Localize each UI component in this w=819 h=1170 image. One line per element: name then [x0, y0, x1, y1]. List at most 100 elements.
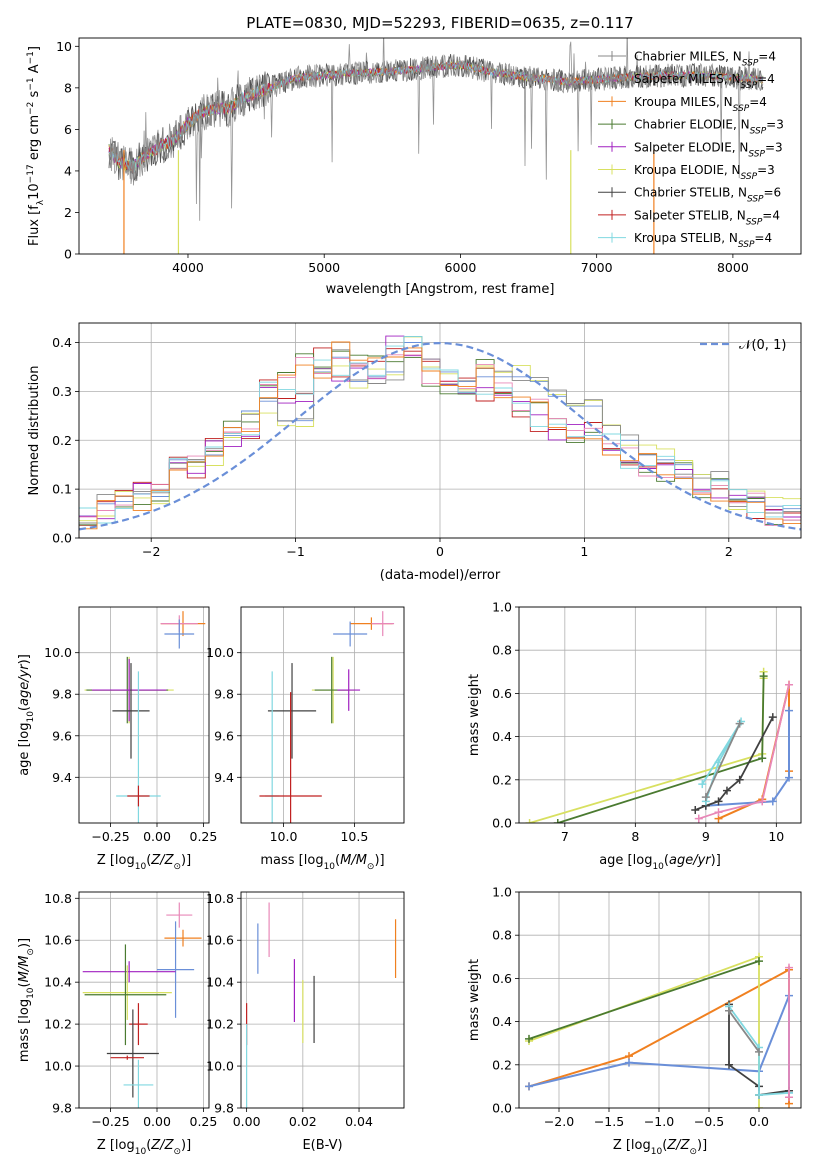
y-tick-label: 0: [64, 247, 72, 262]
y-tick-label: 9.8: [214, 1101, 234, 1116]
marker-plus: [785, 963, 793, 972]
y-tick-label: 0.4: [492, 1014, 512, 1029]
spectrum-ylabel: Flux [fλ10−17 erg cm−2 s−1 A−1]: [26, 46, 46, 246]
marker-plus: [759, 672, 768, 681]
histograms: [79, 335, 801, 538]
y-tick-label: 9.6: [214, 728, 234, 743]
marker-plus: [785, 706, 794, 715]
y-tick-label: 0.8: [492, 643, 512, 658]
z-age-panel: −0.25 0.00 0.25 9.4 9.6 9.8 10.0 Z [log10(Z/Z⊙)…: [17, 606, 218, 872]
y-tick-label: 0.6: [492, 686, 512, 701]
ebv-xlabel: E(B-V): [302, 1138, 342, 1153]
axes-frame: [518, 891, 802, 1109]
legend-entry: Chabrier MILES, NSSP=4: [634, 50, 776, 69]
marker-plus: [698, 780, 707, 789]
x-tick-label: 10: [768, 829, 784, 844]
y-tick-label: 2: [64, 205, 72, 220]
y-tick-label: 0.8: [492, 928, 512, 943]
marker-plus: [758, 797, 767, 806]
marker-plus: [755, 1047, 763, 1056]
marker-plus: [725, 1006, 733, 1015]
spectrum-panel: PLATE=0830, MJD=52293, FIBERID=0635, z=0…: [26, 14, 802, 297]
y-tick-label: 10.4: [44, 975, 72, 990]
y-tick-label: 0.6: [492, 971, 512, 986]
gaussian-legend-label: 𝒩(0, 1): [739, 338, 786, 353]
marker-plus: [525, 1034, 533, 1043]
y-tick-label: 0.1: [52, 482, 72, 497]
spectrum-title: PLATE=0830, MJD=52293, FIBERID=0635, z=0…: [246, 14, 633, 32]
x-tick-label: 10.0: [270, 829, 298, 844]
y-tick-label: 0.2: [492, 1057, 512, 1072]
x-tick-label: 7: [561, 829, 569, 844]
z-weight-panel: −2.0 −1.5 −1.0 −0.5 0.0 0.0 0.2 0.4 0.6 0.8 1.0 Z […: [467, 885, 802, 1157]
y-tick-label: 9.8: [52, 687, 72, 702]
x-tick-label: −0.5: [694, 1114, 724, 1129]
x-tick-label: 0.02: [289, 1114, 317, 1129]
y-tick-label: 10.6: [206, 933, 234, 948]
y-tick-label: 9.6: [52, 728, 72, 743]
ebv-mass-panel-points: [246, 902, 397, 1108]
mass-age-panel-points: [259, 611, 395, 823]
marker-plus: [691, 806, 700, 815]
z-weight-ylabel: mass weight: [467, 959, 482, 1041]
x-tick-label: 0.25: [190, 829, 218, 844]
z-weight-panel-line-2: [528, 955, 760, 1108]
x-tick-label: 0.0: [749, 1114, 769, 1129]
y-tick-label: 0.0: [492, 1101, 512, 1116]
age-weight-panel-lines: [525, 667, 794, 823]
marker-plus: [714, 808, 723, 817]
marker-plus: [714, 797, 723, 806]
x-tick-label: 0.25: [190, 1114, 218, 1129]
legend-entry: Kroupa ELODIE, NSSP=3: [634, 163, 775, 182]
x-tick-label: −1.5: [594, 1114, 624, 1129]
x-tick-label: 6000: [445, 260, 477, 275]
marker-plus: [755, 1104, 763, 1108]
marker-plus: [785, 680, 794, 689]
y-tick-label: 9.4: [52, 770, 72, 785]
z-weight-panel-line-7: [728, 1010, 760, 1053]
x-tick-label: 1: [580, 544, 588, 559]
age-weight-ylabel: mass weight: [467, 674, 482, 756]
x-tick-label: −0.25: [91, 1114, 129, 1129]
y-tick-label: 10.6: [44, 933, 72, 948]
x-tick-label: 8: [631, 829, 639, 844]
marker-plus: [553, 819, 562, 823]
x-tick-label: 0: [436, 544, 444, 559]
y-tick-label: 10.2: [44, 1017, 72, 1032]
x-tick-label: 0.04: [345, 1114, 373, 1129]
x-tick-label: 2: [725, 544, 733, 559]
age-weight-panel-line-7: [704, 723, 741, 798]
marker-plus: [768, 713, 777, 722]
y-tick-label: 9.8: [214, 687, 234, 702]
marker-plus: [768, 797, 777, 806]
y-tick-label: 0.2: [492, 772, 512, 787]
y-tick-label: 10.8: [206, 891, 234, 906]
x-tick-label: 4000: [172, 260, 204, 275]
y-tick-label: 10.0: [206, 645, 234, 660]
x-tick-label: 0.00: [143, 1114, 171, 1129]
x-tick-label: −2: [142, 544, 160, 559]
legend-entry: Salpeter STELIB, NSSP=4: [634, 208, 780, 227]
y-tick-label: 0.0: [492, 816, 512, 831]
x-tick-label: −1.0: [644, 1114, 674, 1129]
mass-age-panel: 10.0 10.5 9.4 9.6 9.8 10.0 mass [log10(M/M⊙)]: [206, 606, 405, 872]
marker-plus: [525, 819, 534, 823]
age-weight-panel-line-2: [698, 684, 790, 820]
marker-plus: [694, 814, 703, 823]
x-tick-label: 0.00: [143, 829, 171, 844]
y-tick-label: 10.2: [206, 1017, 234, 1032]
y-tick-label: 10.0: [206, 1059, 234, 1074]
y-tick-label: 0.2: [52, 433, 72, 448]
z-weight-panel-line-3: [528, 960, 760, 1040]
z-weight-xlabel: Z [log10(Z/Z⊙)]: [613, 1138, 707, 1157]
y-tick-label: 0.4: [52, 335, 72, 350]
axes-frame: [78, 37, 802, 255]
spectrum-line-1: [108, 54, 764, 182]
gaussian-curve: [79, 341, 801, 531]
z-mass-ylabel: mass [log10(M/M⊙)]: [17, 938, 36, 1062]
z-weight-panel-line-5: [728, 1005, 790, 1096]
age-weight-panel: 7 8 9 10 0.0 0.2 0.4 0.6 0.8 1.0 age [log10(age/yr…: [467, 600, 802, 872]
marker-plus: [725, 1060, 733, 1069]
residual-panel: −2 −1 0 1 2 0.0 0.1 0.2 0.3 0.4 𝒩(0, 1) (data-model…: [27, 322, 802, 583]
marker-plus: [755, 957, 763, 966]
